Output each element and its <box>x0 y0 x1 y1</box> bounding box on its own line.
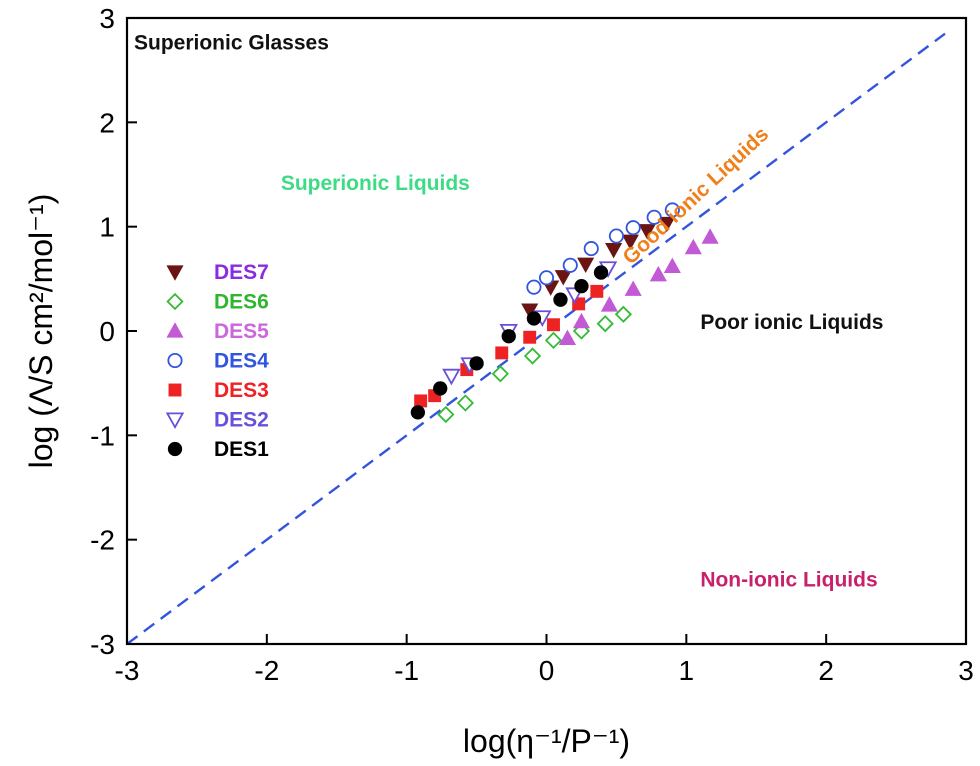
data-point <box>523 330 537 344</box>
data-point <box>558 329 577 345</box>
data-point <box>621 234 639 251</box>
legend-marker <box>168 383 182 397</box>
data-point <box>572 312 591 329</box>
legend-marker <box>167 352 183 369</box>
data-point <box>526 311 542 326</box>
data-point <box>638 224 656 240</box>
x-axis-title: log(η⁻¹/P⁻¹) <box>463 723 630 759</box>
legend-label: DES1 <box>214 438 269 461</box>
y-tick-label: 3 <box>99 3 115 34</box>
legend-marker <box>166 322 184 338</box>
legend-label: DES3 <box>214 379 269 402</box>
y-tick-label: 2 <box>99 107 115 138</box>
data-points-layer <box>410 202 719 424</box>
data-point <box>664 202 680 218</box>
y-tick-label: 0 <box>99 316 115 347</box>
series-des5 <box>558 228 719 345</box>
series-des6 <box>437 305 633 424</box>
x-tick-label: -1 <box>394 655 419 686</box>
data-point <box>646 209 662 225</box>
data-point <box>410 405 426 420</box>
data-point <box>523 347 542 365</box>
data-point <box>547 318 560 332</box>
data-point <box>501 329 516 344</box>
data-point <box>600 296 618 312</box>
x-tick-label: 1 <box>679 655 695 686</box>
region-label: Superionic Liquids <box>281 172 470 195</box>
legend: DES7 DES6 DES5 DES4 DES3 DES2 DES1 <box>165 261 269 461</box>
data-point <box>574 278 589 294</box>
y-axis-title: log (Λ/S cm²/mol⁻¹) <box>23 194 59 469</box>
legend-item-des2: DES2 <box>165 409 269 432</box>
x-tick-label: -2 <box>254 655 279 686</box>
data-point <box>491 365 509 383</box>
data-point <box>577 257 595 273</box>
data-point <box>442 368 461 386</box>
legend-label: DES7 <box>214 261 269 284</box>
series-des4 <box>526 202 680 295</box>
data-point <box>684 238 702 255</box>
legend-label: DES5 <box>214 320 269 343</box>
data-point <box>433 381 448 396</box>
data-point <box>605 242 623 259</box>
legend-item-des6: DES6 <box>166 291 269 314</box>
data-point <box>538 270 555 286</box>
legend-item-des7: DES7 <box>166 261 269 284</box>
data-point <box>593 265 609 280</box>
legend-marker <box>165 412 185 430</box>
legend-label: DES6 <box>214 291 269 314</box>
x-tick-label: 3 <box>958 655 974 686</box>
legend-marker <box>166 265 184 281</box>
data-point <box>572 297 586 311</box>
region-label: Superionic Glasses <box>134 31 329 54</box>
data-point <box>554 270 572 286</box>
y-tick-label: -1 <box>90 420 115 451</box>
data-point <box>414 394 428 408</box>
legend-marker <box>167 441 183 457</box>
data-point <box>625 220 641 236</box>
data-point <box>469 356 484 371</box>
axis-ticks-layer: -3 -2 -1 0 1 2 3 -3 -2 -1 0 1 2 3 <box>90 3 974 686</box>
legend-item-des1: DES1 <box>167 438 269 461</box>
legend-marker <box>166 292 184 311</box>
x-tick-label: -3 <box>115 655 140 686</box>
series-des7 <box>521 216 676 319</box>
y-tick-label: 1 <box>99 212 115 243</box>
data-point <box>590 284 604 298</box>
data-point <box>608 228 624 244</box>
data-point <box>495 346 509 360</box>
legend-label: DES2 <box>214 409 269 432</box>
legend-item-des5: DES5 <box>166 320 269 343</box>
data-point <box>562 257 578 273</box>
x-tick-label: 2 <box>818 655 834 686</box>
region-label: Non-ionic Liquids <box>700 569 877 592</box>
legend-item-des4: DES4 <box>167 350 269 373</box>
y-tick-label: -2 <box>90 525 115 556</box>
data-point <box>649 265 667 282</box>
data-point <box>596 315 614 333</box>
data-point <box>663 257 681 273</box>
data-point <box>456 394 475 412</box>
legend-label: DES4 <box>214 350 269 373</box>
data-point <box>658 216 676 233</box>
x-tick-label: 0 <box>539 655 555 686</box>
legend-item-des3: DES3 <box>168 379 269 402</box>
data-point <box>553 292 568 307</box>
data-point <box>526 279 542 295</box>
data-point <box>437 405 455 424</box>
region-label: Poor ionic Liquids <box>700 311 883 334</box>
data-point <box>583 241 599 257</box>
data-point <box>544 331 563 350</box>
data-point <box>614 305 633 323</box>
y-tick-label: -3 <box>90 629 115 660</box>
series-des1 <box>410 265 609 420</box>
data-point <box>701 228 719 244</box>
data-point <box>624 280 642 296</box>
